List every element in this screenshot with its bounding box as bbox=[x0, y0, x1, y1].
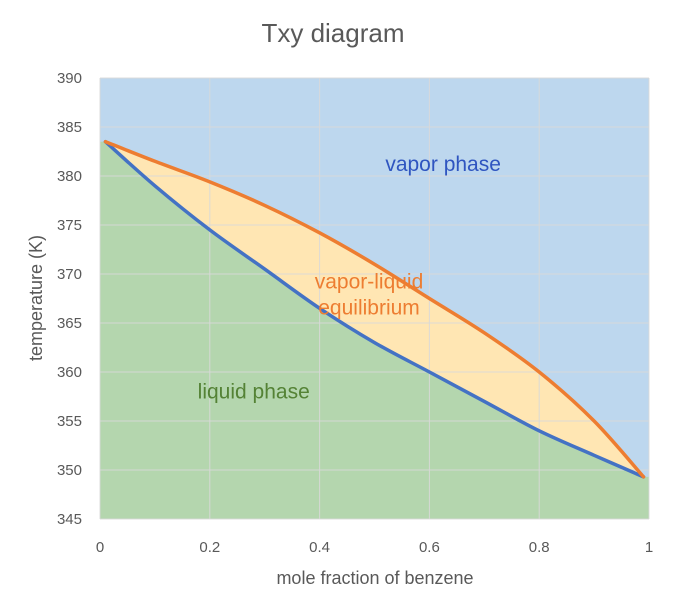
y-tick-label: 370 bbox=[57, 266, 82, 283]
x-tick-label: 0.6 bbox=[419, 539, 440, 556]
x-tick-label: 0.4 bbox=[309, 539, 330, 556]
y-tick-label: 355 bbox=[57, 413, 82, 430]
vle-label: equilibrium bbox=[318, 297, 420, 320]
y-tick-label: 375 bbox=[57, 217, 82, 234]
chart-title: Txy diagram bbox=[261, 18, 404, 48]
bubble-point-curve bbox=[103, 139, 646, 479]
y-tick-label: 350 bbox=[57, 462, 82, 479]
y-tick-label: 390 bbox=[57, 70, 82, 87]
dew-point-curve bbox=[103, 139, 646, 479]
x-tick-label: 0.2 bbox=[199, 539, 220, 556]
vle-label: vapor-liquid bbox=[315, 271, 424, 294]
x-tick-label: 0.8 bbox=[529, 539, 550, 556]
x-tick-label: 1 bbox=[645, 539, 653, 556]
liquid-phase-label: liquid phase bbox=[198, 380, 310, 403]
y-tick-label: 365 bbox=[57, 315, 82, 332]
x-tick-label: 0 bbox=[96, 539, 104, 556]
y-tick-label: 360 bbox=[57, 364, 82, 381]
liquid-region bbox=[100, 141, 649, 519]
y-tick-label: 385 bbox=[57, 119, 82, 136]
vapor-phase-label: vapor phase bbox=[385, 153, 501, 176]
y-tick-label: 380 bbox=[57, 168, 82, 185]
plot-area: 0 0.2 0.4 0.6 0.8 1 345 350 355 360 365 370 375 380 38… bbox=[57, 70, 653, 556]
y-tick-label: 345 bbox=[57, 511, 82, 528]
y-axis-label: temperature (K) bbox=[26, 235, 46, 361]
x-axis-label: mole fraction of benzene bbox=[276, 568, 473, 588]
